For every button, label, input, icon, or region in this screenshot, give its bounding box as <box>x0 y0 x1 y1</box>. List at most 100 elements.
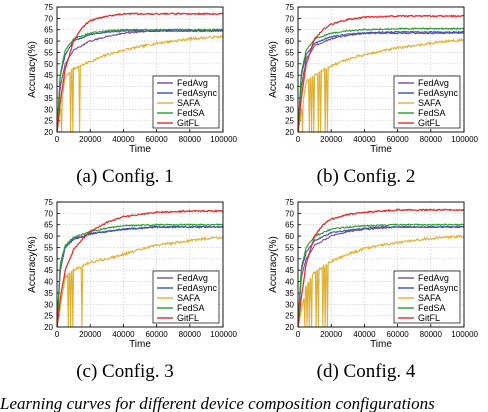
legend-label-safa: SAFA <box>418 98 441 108</box>
series-line-fedsa <box>298 27 464 132</box>
legend-box <box>393 270 461 324</box>
figure-caption: Learning curves for different device com… <box>0 394 435 412</box>
series-line-fedsa <box>57 28 223 132</box>
series-line-safa <box>57 235 223 327</box>
y-tick-label: 50 <box>285 255 294 264</box>
plot-frame <box>297 201 465 328</box>
y-tick-label: 65 <box>44 221 53 230</box>
y-tick-label: 35 <box>285 289 294 298</box>
y-tick-label: 75 <box>285 198 294 207</box>
y-tick-label: 45 <box>285 71 294 80</box>
y-tick-label: 30 <box>285 300 294 309</box>
line-chart-config-4: 20 25 30 35 40 45 50 55 60 65 70 75 0 20000 40000 60000… <box>268 198 479 350</box>
series-line-gitfl <box>57 12 223 132</box>
y-tick-label: 50 <box>44 60 53 69</box>
legend-box <box>152 270 220 324</box>
legend-label-fedsa: FedSA <box>177 108 205 118</box>
y-tick-label: 30 <box>44 300 53 309</box>
x-tick-label: 0 <box>55 330 60 339</box>
x-tick-label: 60000 <box>145 330 168 339</box>
plot-frame <box>56 201 224 328</box>
x-tick-label: 100000 <box>210 135 237 144</box>
x-tick-label: 100000 <box>451 135 478 144</box>
x-tick-label: 20000 <box>79 330 102 339</box>
y-tick-label: 50 <box>285 60 294 69</box>
y-tick-label: 45 <box>44 266 53 275</box>
y-tick-label: 25 <box>44 312 53 321</box>
y-tick-label: 70 <box>44 14 53 23</box>
x-tick-label: 60000 <box>386 330 409 339</box>
series-line-safa <box>298 234 464 327</box>
y-tick-label: 20 <box>285 323 294 332</box>
legend-label-gitfl: GitFL <box>177 313 199 323</box>
y-tick-label: 30 <box>44 105 53 114</box>
plot-frame <box>56 6 224 133</box>
panel-caption: (d) Config. 4 <box>316 361 416 382</box>
series-line-fedasync <box>298 31 464 132</box>
series-line-fedasync <box>298 225 464 327</box>
y-tick-label: 20 <box>44 323 53 332</box>
series-line-fedsa <box>57 223 223 327</box>
legend-label-fedsa: FedSA <box>418 303 446 313</box>
y-tick-label: 65 <box>285 221 294 230</box>
y-tick-label: 40 <box>285 278 294 287</box>
y-tick-label: 55 <box>44 48 53 57</box>
x-axis-label: Time <box>129 339 151 350</box>
x-tick-label: 0 <box>296 135 301 144</box>
series-line-fedsa <box>298 223 464 327</box>
series-line-fedasync <box>57 29 223 132</box>
x-tick-label: 40000 <box>353 330 376 339</box>
legend-label-fedsa: FedSA <box>177 303 205 313</box>
line-chart-config-1: 20 25 30 35 40 45 50 55 60 65 70 75 0 20000 40000 60000… <box>27 3 238 155</box>
y-tick-label: 50 <box>44 255 53 264</box>
x-tick-label: 20000 <box>320 330 343 339</box>
legend-label-fedasync: FedAsync <box>177 88 218 98</box>
legend-box <box>152 75 220 129</box>
y-axis-label: Accuracy(%) <box>27 236 38 293</box>
x-tick-label: 0 <box>55 135 60 144</box>
legend-label-fedavg: FedAvg <box>418 273 449 283</box>
legend-label-fedasync: FedAsync <box>418 283 459 293</box>
line-chart-config-2: 20 25 30 35 40 45 50 55 60 65 70 75 0 20000 40000 60000… <box>268 3 479 155</box>
x-axis-label: Time <box>370 339 392 350</box>
y-tick-label: 25 <box>285 312 294 321</box>
series-line-safa <box>57 34 223 132</box>
y-tick-label: 55 <box>285 48 294 57</box>
legend-label-gitfl: GitFL <box>418 313 440 323</box>
y-tick-label: 40 <box>44 83 53 92</box>
x-tick-label: 60000 <box>145 135 168 144</box>
y-tick-label: 75 <box>44 198 53 207</box>
x-tick-label: 100000 <box>210 330 237 339</box>
legend-label-safa: SAFA <box>177 293 200 303</box>
plot-frame <box>297 6 465 133</box>
series-line-gitfl <box>298 208 464 327</box>
y-tick-label: 45 <box>285 266 294 275</box>
y-tick-label: 70 <box>285 209 294 218</box>
legend-box <box>393 75 461 129</box>
legend-label-fedasync: FedAsync <box>177 283 218 293</box>
y-tick-label: 20 <box>44 128 53 137</box>
x-tick-label: 60000 <box>386 135 409 144</box>
y-tick-label: 60 <box>44 37 53 46</box>
legend-label-safa: SAFA <box>177 98 200 108</box>
chart-panel-config-4: 20 25 30 35 40 45 50 55 60 65 70 75 0 20000 40000 60000… <box>246 195 486 385</box>
y-tick-label: 20 <box>285 128 294 137</box>
legend-label-gitfl: GitFL <box>418 118 440 128</box>
panel-caption: (b) Config. 2 <box>316 166 416 187</box>
legend-label-fedavg: FedAvg <box>177 78 208 88</box>
y-tick-label: 65 <box>285 26 294 35</box>
y-tick-label: 60 <box>285 37 294 46</box>
y-tick-label: 25 <box>285 117 294 126</box>
x-tick-label: 20000 <box>320 135 343 144</box>
chart-panel-config-3: 20 25 30 35 40 45 50 55 60 65 70 75 0 20000 40000 60000… <box>5 195 245 385</box>
legend-label-fedasync: FedAsync <box>418 88 459 98</box>
x-tick-label: 40000 <box>112 330 135 339</box>
y-tick-label: 55 <box>285 243 294 252</box>
legend-label-gitfl: GitFL <box>177 118 199 128</box>
y-tick-label: 30 <box>285 105 294 114</box>
y-tick-label: 35 <box>285 94 294 103</box>
chart-panel-config-2: 20 25 30 35 40 45 50 55 60 65 70 75 0 20000 40000 60000… <box>246 0 486 190</box>
x-tick-label: 0 <box>296 330 301 339</box>
series-line-gitfl <box>298 14 464 132</box>
